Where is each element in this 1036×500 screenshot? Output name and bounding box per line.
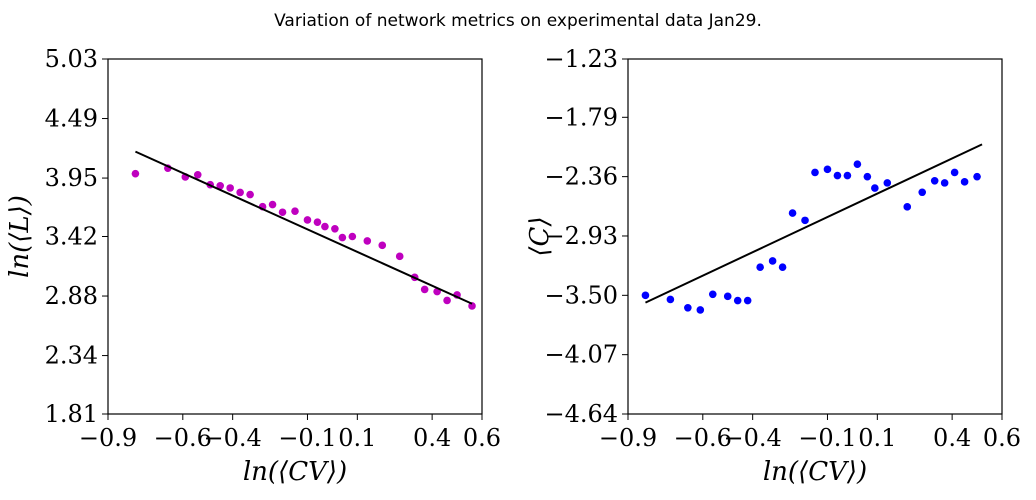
right-data-point	[801, 216, 809, 225]
left-x-tick-label: −0.4	[204, 424, 262, 452]
left-data-point	[216, 181, 224, 190]
left-data-point	[131, 169, 140, 178]
left-data-point	[268, 200, 277, 209]
right-y-tick-label: −2.36	[544, 163, 618, 191]
right-x-tick-label: −0.9	[599, 424, 657, 452]
left-x-tick-label: 0.6	[463, 424, 501, 452]
right-x-tick-label: −0.6	[674, 424, 732, 452]
right-data-point	[871, 184, 879, 192]
right-data-point	[723, 292, 732, 301]
right-data-point	[940, 179, 949, 187]
left-x-tick-label: 0.1	[338, 424, 376, 452]
right-y-tick-label: −1.23	[544, 45, 618, 73]
left-data-point	[321, 222, 329, 231]
left-y-tick-label: 3.95	[45, 164, 98, 192]
left-y-tick-label: 4.49	[45, 105, 98, 133]
right-data-point	[684, 304, 692, 312]
right-plot-frame	[627, 58, 1003, 415]
left-y-tick-label: 2.34	[45, 342, 98, 370]
right-y-axis-label: ⟨C⟩	[525, 216, 555, 256]
right-chart-panel: ln(⟨CV⟩) ⟨C⟩ −0.9 −0.6−0.4 −0.1 0.1 0.4 0.6 −4…	[525, 45, 1021, 487]
left-data-point	[303, 216, 312, 224]
left-data-point	[236, 188, 244, 197]
left-data-point	[331, 224, 339, 233]
left-y-tick-label: 2.88	[45, 282, 98, 310]
right-x-axis-label: ln(⟨CV⟩)	[763, 457, 867, 487]
right-data-point	[666, 295, 675, 304]
left-data-point	[338, 233, 347, 242]
right-data-point	[973, 172, 981, 181]
left-data-point	[420, 285, 429, 294]
right-y-tick-label: −3.50	[544, 281, 618, 309]
left-data-point	[378, 241, 387, 250]
right-data-point	[756, 263, 764, 272]
right-data-point	[930, 177, 939, 185]
right-data-point	[843, 171, 852, 180]
left-y-tick-label: 5.03	[45, 45, 98, 73]
left-x-tick-label: −0.1	[278, 424, 336, 452]
right-x-tick-label: 0.6	[983, 424, 1021, 452]
right-data-point	[903, 203, 912, 211]
left-x-axis-label: ln(⟨CV⟩)	[243, 457, 347, 487]
left-data-point	[468, 302, 476, 310]
right-data-point	[863, 172, 872, 181]
right-data-point	[950, 168, 959, 177]
left-x-tick-label: −0.6	[154, 424, 212, 452]
left-data-point	[348, 232, 357, 241]
right-y-tick-label: −1.79	[544, 103, 618, 131]
left-data-point	[226, 184, 234, 192]
left-y-tick-label: 3.42	[45, 223, 98, 251]
left-fit-line	[135, 150, 473, 305]
left-data-point	[291, 207, 299, 215]
figure-title: Variation of network metrics on experime…	[274, 11, 762, 31]
left-data-point	[278, 208, 287, 217]
right-data-point	[768, 257, 777, 265]
left-data-point	[313, 218, 322, 226]
right-y-tick-label: −2.93	[544, 222, 618, 250]
right-x-tick-label: −0.1	[798, 424, 856, 452]
right-data-point	[833, 171, 842, 180]
left-x-tick-label: −0.9	[79, 424, 137, 452]
right-data-point	[853, 160, 862, 168]
right-x-tick-label: 0.4	[933, 424, 971, 452]
left-data-point	[363, 237, 372, 245]
right-data-point	[788, 209, 797, 217]
right-data-point	[708, 290, 717, 299]
left-x-tick-label: 0.4	[413, 424, 451, 452]
left-data-point	[193, 170, 202, 179]
right-y-tick-label: −4.07	[544, 341, 618, 369]
right-data-point	[960, 178, 969, 186]
right-data-point	[696, 306, 705, 314]
left-data-point	[395, 252, 404, 261]
right-data-point	[733, 296, 742, 305]
right-x-tick-label: −0.4	[724, 424, 782, 452]
right-data-point	[743, 296, 752, 305]
right-data-point	[823, 165, 832, 174]
right-fit-line	[645, 143, 983, 304]
right-data-point	[778, 263, 787, 272]
right-data-point	[641, 291, 650, 300]
right-data-point	[918, 188, 927, 197]
right-data-point	[883, 179, 892, 187]
right-y-tick-label: −4.64	[544, 400, 618, 428]
left-y-axis-label: ln(⟨L⟩)	[5, 195, 35, 278]
right-data-point	[811, 168, 819, 177]
left-data-point	[246, 190, 254, 199]
left-chart-panel: ln(⟨CV⟩) ln(⟨L⟩) −0.9 −0.6−0.4 −0.1 0.1 0.4 0…	[5, 45, 501, 487]
left-plot-frame	[107, 58, 483, 415]
right-x-tick-label: 0.1	[858, 424, 896, 452]
left-y-tick-label: 1.81	[45, 400, 98, 428]
left-data-point	[443, 296, 451, 305]
